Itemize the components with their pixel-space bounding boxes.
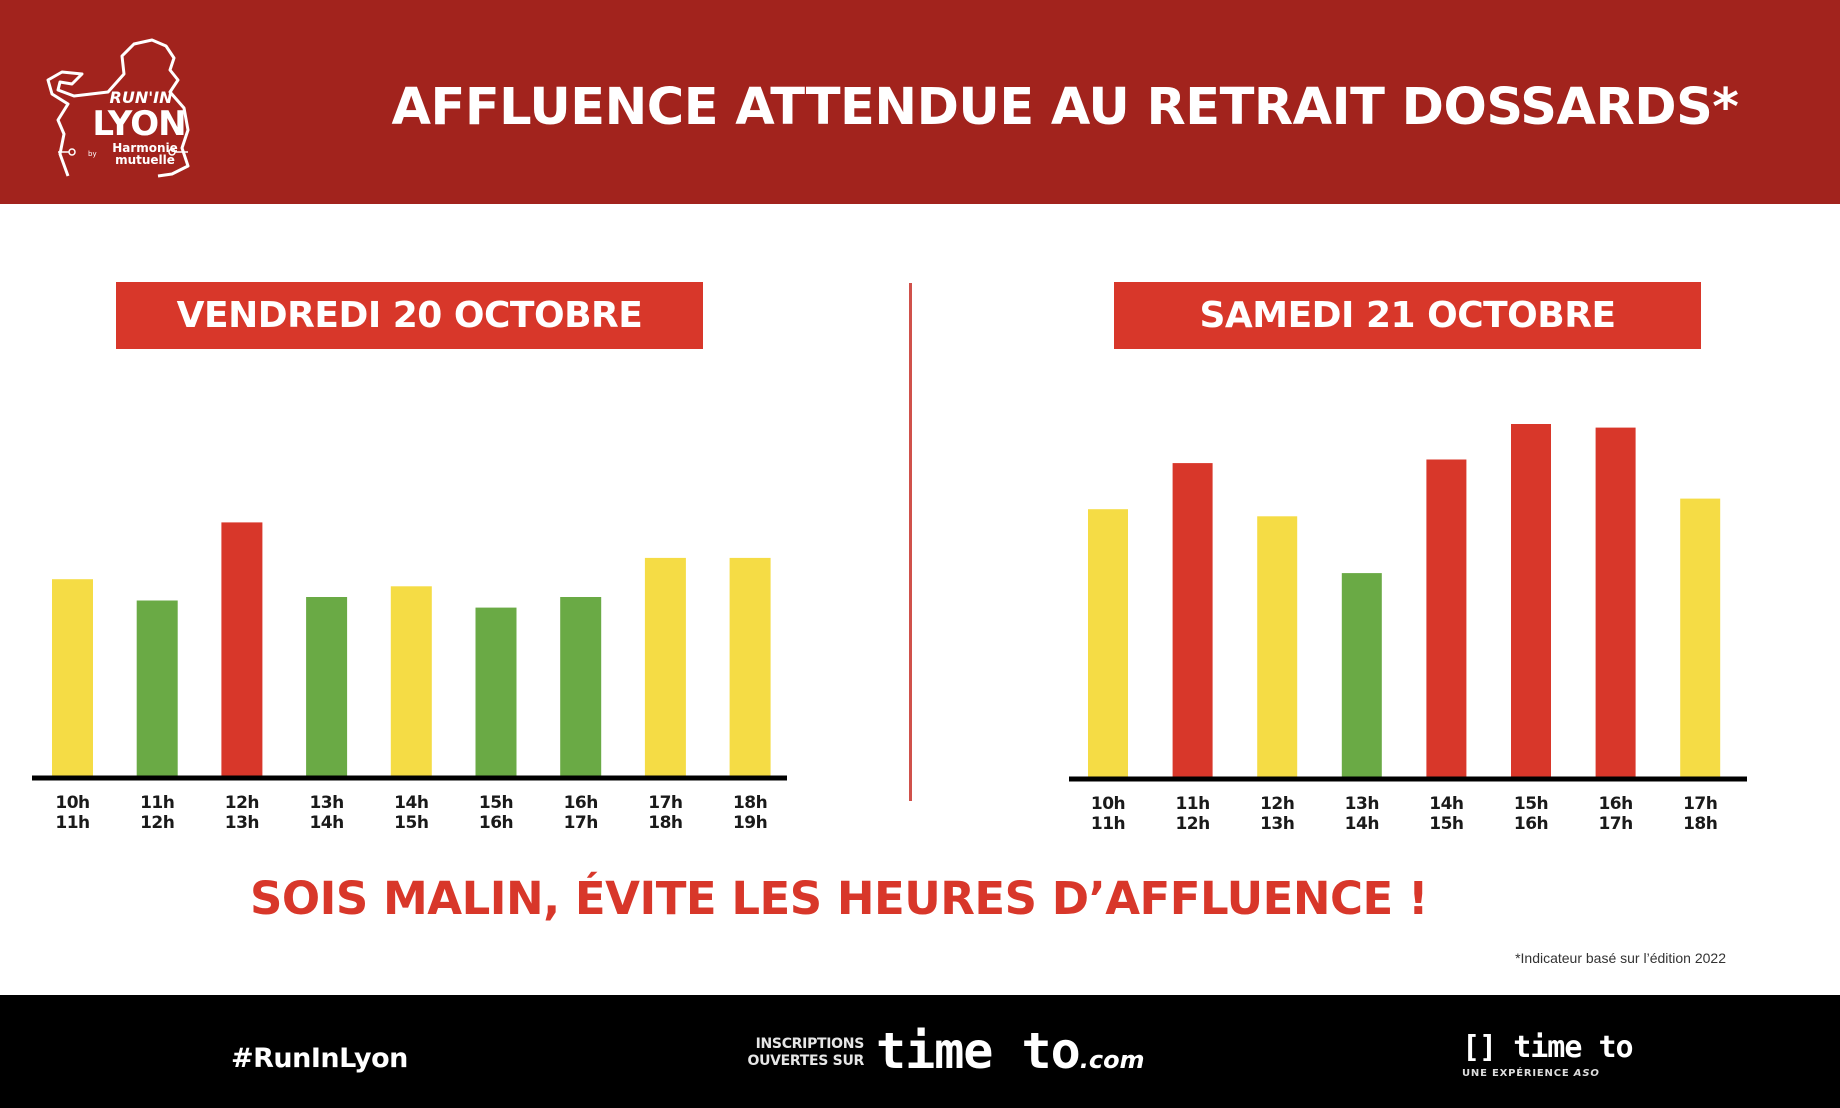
aso-logo: ASO [1573, 1068, 1600, 1079]
timeto-tagline: UNE EXPÉRIENCE ASO [1462, 1068, 1600, 1079]
tick-label: 12h [225, 793, 259, 813]
tick-label: 13h [225, 813, 259, 833]
chart-saturday: 10h11h11h12h12h13h13h14h14h15h15h16h16h1… [1069, 424, 1747, 834]
bar-11h-12h [1172, 463, 1213, 779]
inscriptions-text: INSCRIPTIONS OUVERTES SUR [742, 1036, 864, 1070]
tick-label: 19h [733, 813, 767, 833]
tick-label: 12h [140, 813, 174, 833]
tick-label: 12h [1260, 794, 1294, 814]
lion-outline-icon [46, 38, 190, 178]
tick-label: 16h [1514, 814, 1548, 834]
slogan: SOIS MALIN, ÉVITE LES HEURES D’AFFLUENCE… [250, 872, 1428, 925]
chart-title-saturday: SAMEDI 21 OCTOBRE [1114, 282, 1701, 349]
logo-run-text: RUN'IN [109, 88, 173, 107]
tick-label: 13h [1345, 794, 1379, 814]
tick-label: 17h [564, 813, 598, 833]
logo-lyon-text: LYON [92, 104, 186, 144]
logo-by-text: by [88, 150, 97, 158]
tick-label: 13h [1260, 814, 1294, 834]
tick-label: 14h [1429, 794, 1463, 814]
tick-label: 17h [648, 793, 682, 813]
bar-13h-14h [306, 597, 348, 779]
bar-17h-18h [1680, 498, 1721, 779]
timeto-site-link[interactable]: time to.com [876, 1022, 1145, 1080]
tick-label: 10h [55, 793, 89, 813]
bar-14h-15h [1426, 459, 1467, 779]
tick-label: 10h [1091, 794, 1125, 814]
tick-label: 16h [564, 793, 598, 813]
timeto-brand-logo: [] time to [1462, 1030, 1634, 1065]
bar-15h-16h [475, 607, 517, 778]
header-banner: RUN'IN LYON by Harmonie mutuelle AFFLUEN… [0, 0, 1840, 204]
timeto-bracket-icon: [] [1462, 1030, 1497, 1065]
tick-label: 14h [394, 793, 428, 813]
bar-14h-15h [390, 586, 432, 778]
hashtag: #RunInLyon [231, 1043, 408, 1074]
tick-label: 11h [140, 793, 174, 813]
tick-label: 11h [1091, 814, 1125, 834]
tick-label: 13h [309, 793, 343, 813]
timeto-site-name: time to [876, 1022, 1081, 1080]
bar-10h-11h [52, 579, 93, 778]
bar-13h-14h [1341, 573, 1382, 779]
tick-label: 16h [479, 813, 513, 833]
tick-label: 11h [55, 813, 89, 833]
inscriptions-line1: INSCRIPTIONS [755, 1036, 865, 1052]
runinlyon-logo: RUN'IN LYON by Harmonie mutuelle [38, 34, 208, 184]
chart-title-friday: VENDREDI 20 OCTOBRE [116, 282, 703, 349]
chart-divider [909, 283, 912, 801]
logo-sponsor-line1: Harmonie [112, 141, 178, 155]
tick-label: 15h [394, 813, 428, 833]
logo-sponsor-line2: mutuelle [115, 153, 175, 167]
tick-label: 18h [733, 793, 767, 813]
bar-17h-18h [644, 557, 686, 778]
tick-label: 17h [1598, 814, 1632, 834]
footnote: *Indicateur basé sur l’édition 2022 [1515, 950, 1726, 966]
inscriptions-line2: OUVERTES SUR [747, 1053, 864, 1069]
tick-label: 18h [648, 813, 682, 833]
chart-friday: 10h11h11h12h12h13h13h14h14h15h15h16h16h1… [32, 522, 787, 833]
bar-15h-16h [1511, 424, 1551, 779]
bar-12h-13h [221, 522, 263, 778]
timeto-site-tld: .com [1079, 1046, 1145, 1074]
tick-label: 15h [1514, 794, 1548, 814]
tick-label: 15h [479, 793, 513, 813]
bar-18h-19h [729, 557, 771, 778]
tick-label: 18h [1683, 814, 1717, 834]
timeto-brand-name: time to [1513, 1030, 1633, 1065]
bar-10h-11h [1088, 509, 1128, 779]
tick-label: 14h [309, 813, 343, 833]
tick-label: 15h [1429, 814, 1463, 834]
tick-label: 14h [1345, 814, 1379, 834]
bar-12h-13h [1257, 516, 1298, 779]
tick-label: 11h [1175, 794, 1209, 814]
bar-16h-17h [560, 597, 602, 779]
bar-11h-12h [136, 600, 178, 778]
tick-label: 16h [1598, 794, 1632, 814]
tick-label: 12h [1175, 814, 1209, 834]
tick-label: 17h [1683, 794, 1717, 814]
logo-sponsor: Harmonie mutuelle [100, 142, 190, 166]
page-title: AFFLUENCE ATTENDUE AU RETRAIT DOSSARDS* [391, 78, 1739, 137]
timeto-tagline-text: UNE EXPÉRIENCE [1462, 1068, 1570, 1079]
footer-bar [0, 995, 1840, 1108]
bar-16h-17h [1595, 427, 1636, 779]
